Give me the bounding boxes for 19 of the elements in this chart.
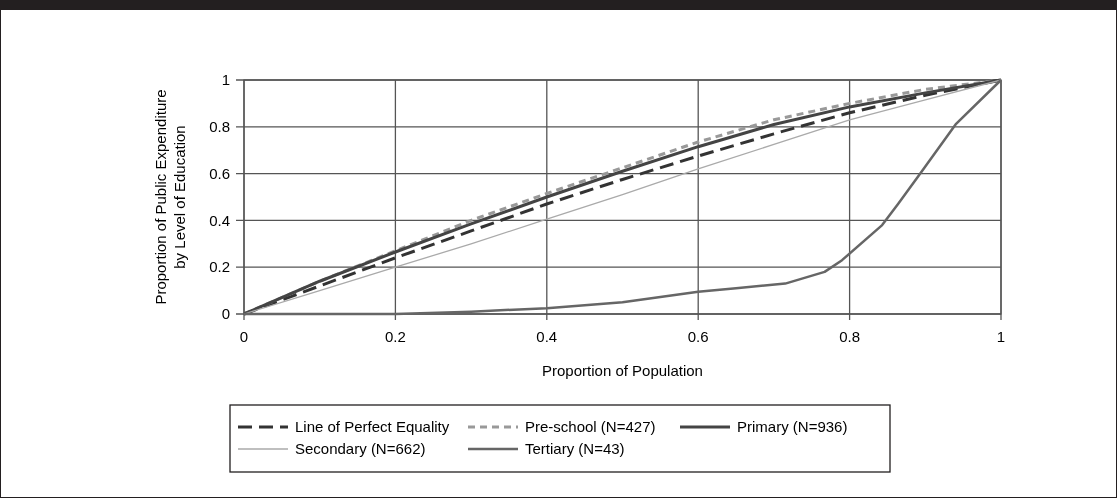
y-axis-title: Proportion of Public Expenditure by Level of Education [152,89,188,305]
x-tick-label: 1 [996,328,1006,345]
x-tick-label: 0.4 [536,328,558,345]
legend-label: Secondary (N=662) [295,440,426,458]
y-tick-label: 0 [221,305,230,323]
legend-label: Primary (N=936) [737,418,848,436]
y-tick-label: 0.6 [209,164,230,182]
legend-label: Line of Perfect Equality [295,418,450,436]
y-tick-label: 1 [221,71,230,89]
x-tick-label: 0.2 [384,328,406,345]
x-tick-label: 0.6 [687,328,709,345]
legend-label: Tertiary (N=43) [525,440,625,458]
y-tick-label: 0.4 [209,211,230,229]
y-tick-label: 0.8 [209,118,230,136]
legend-label: Pre-school (N=427) [525,418,656,436]
x-tick-label: 0.8 [839,328,861,345]
x-axis-title: Proportion of Population [542,362,703,379]
y-tick-label: 0.2 [209,258,230,276]
x-tick-label: 0 [239,328,249,345]
